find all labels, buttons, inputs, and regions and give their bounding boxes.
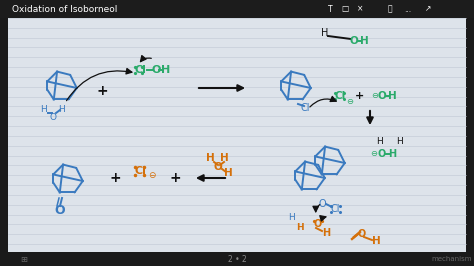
Text: Cl: Cl (300, 103, 310, 113)
Text: H: H (377, 136, 383, 146)
Text: O: O (358, 229, 366, 239)
Text: ⊖: ⊖ (148, 172, 156, 181)
Text: Oxidation of Isoborneol: Oxidation of Isoborneol (12, 5, 118, 14)
Text: O: O (55, 205, 65, 218)
Text: O: O (350, 36, 358, 46)
Text: ×: × (357, 5, 363, 14)
Text: +: + (96, 84, 108, 98)
Text: O: O (318, 199, 326, 209)
Text: H: H (360, 36, 368, 46)
Text: mechanism: mechanism (432, 256, 472, 262)
Text: Cl: Cl (134, 65, 146, 75)
Text: ⊖: ⊖ (371, 149, 377, 159)
Bar (0, 0, 474, 18)
Bar (0, 252, 474, 266)
Bar (8, 14, 466, 252)
Text: 2 • 2: 2 • 2 (228, 255, 246, 264)
Text: +: + (109, 171, 121, 185)
Text: H: H (289, 214, 295, 222)
Text: H: H (59, 106, 65, 114)
Text: ↗: ↗ (425, 5, 431, 14)
Text: ⊖: ⊖ (346, 97, 354, 106)
Text: H: H (41, 106, 47, 114)
Text: H: H (397, 136, 403, 146)
Text: Cl: Cl (334, 91, 346, 101)
Text: H: H (388, 91, 396, 101)
Text: T: T (328, 5, 332, 14)
Text: H: H (206, 153, 214, 163)
Text: H: H (161, 65, 171, 75)
Text: ⊖: ⊖ (372, 92, 379, 101)
Text: ⊞: ⊞ (20, 255, 27, 264)
Text: H: H (321, 28, 328, 38)
Text: O: O (314, 219, 322, 229)
Text: O: O (151, 65, 161, 75)
Text: H: H (224, 168, 232, 178)
Text: H: H (372, 236, 380, 246)
Text: O: O (378, 149, 386, 159)
Text: H: H (388, 149, 396, 159)
Text: □: □ (341, 5, 348, 14)
Text: Cl: Cl (330, 204, 340, 214)
Text: H: H (296, 223, 304, 232)
Text: +: + (356, 91, 365, 101)
Text: ...: ... (404, 5, 411, 14)
Text: 🔍: 🔍 (388, 5, 392, 14)
Text: +: + (169, 171, 181, 185)
Text: O: O (378, 91, 386, 101)
Text: Cl: Cl (134, 166, 146, 176)
Text: H: H (322, 228, 330, 238)
Text: O: O (49, 113, 56, 122)
Text: O: O (214, 162, 222, 172)
Text: H: H (219, 153, 228, 163)
